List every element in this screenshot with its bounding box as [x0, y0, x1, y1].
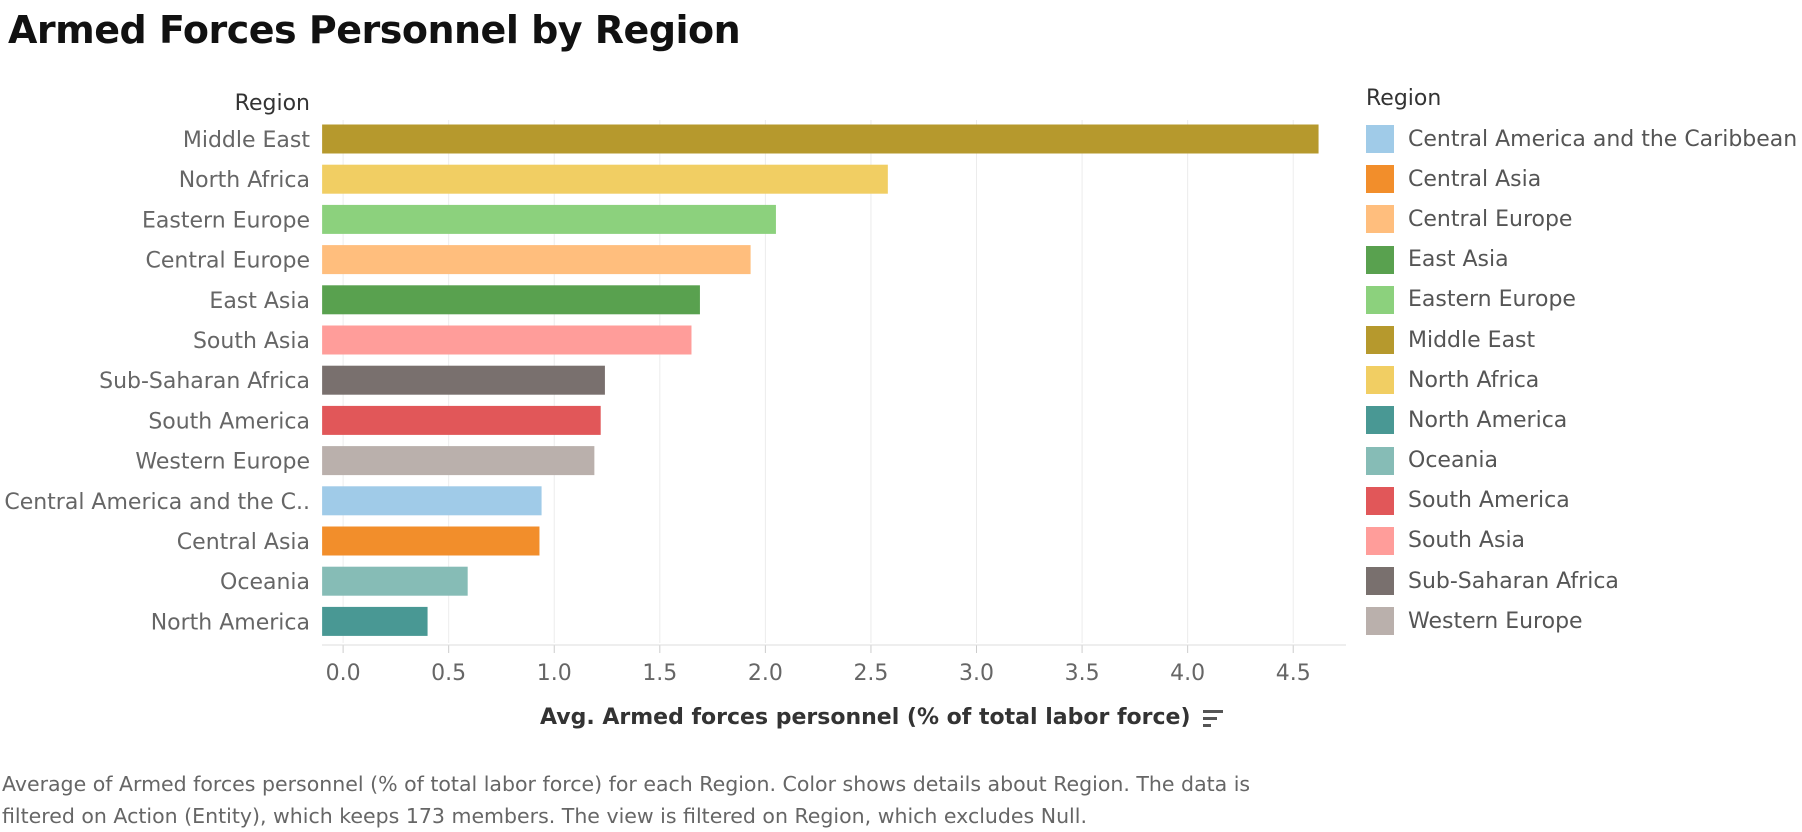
x-tick-label: 2.5 [853, 661, 888, 686]
legend-item[interactable]: Middle East [1366, 320, 1797, 360]
x-tick-label: 3.5 [1065, 661, 1100, 686]
legend-item[interactable]: Sub-Saharan Africa [1366, 561, 1797, 601]
bar [322, 164, 888, 194]
legend-label: Eastern Europe [1408, 287, 1576, 313]
bar [322, 365, 605, 395]
legend-item[interactable]: Central America and the Caribbean [1366, 119, 1797, 159]
category-label: Western Europe [135, 450, 310, 475]
legend-items: Central America and the Caribbean Central… [1366, 119, 1797, 641]
legend-swatch [1366, 406, 1394, 435]
legend-item[interactable]: Oceania [1366, 441, 1797, 481]
bar [322, 405, 601, 435]
x-tick-label: 1.0 [537, 661, 572, 686]
category-label: Central Asia [177, 530, 310, 555]
legend-item[interactable]: Western Europe [1366, 601, 1797, 641]
x-axis-title-text: Avg. Armed forces personnel (% of total … [540, 705, 1191, 730]
legend-item[interactable]: North America [1366, 400, 1797, 440]
x-tick-label: 4.0 [1170, 661, 1205, 686]
legend-label: Central Europe [1408, 206, 1573, 232]
legend-label: Oceania [1408, 448, 1498, 474]
bar [322, 325, 692, 355]
y-axis-header: Region [235, 91, 310, 116]
bar [322, 204, 776, 234]
legend-swatch [1366, 446, 1394, 475]
category-label: Eastern Europe [142, 208, 310, 233]
legend-swatch [1366, 205, 1394, 234]
legend-label: Central America and the Caribbean [1408, 126, 1798, 152]
legend-swatch [1366, 326, 1394, 355]
legend-item[interactable]: Central Asia [1366, 159, 1797, 199]
legend-swatch [1366, 486, 1394, 515]
legend-item[interactable]: South Asia [1366, 521, 1797, 561]
x-tick-label: 0.5 [431, 661, 466, 686]
legend-swatch [1366, 125, 1394, 154]
legend-swatch [1366, 526, 1394, 555]
category-label: Sub-Saharan Africa [99, 369, 310, 394]
legend-label: Western Europe [1408, 608, 1583, 634]
bar [322, 285, 700, 315]
legend-label: East Asia [1408, 247, 1509, 273]
category-label: South America [148, 409, 310, 434]
category-label: South Asia [193, 329, 310, 354]
legend-item[interactable]: South America [1366, 481, 1797, 521]
legend-swatch [1366, 245, 1394, 274]
legend-swatch [1366, 567, 1394, 596]
category-label: Central Europe [146, 249, 310, 274]
x-axis-title: Avg. Armed forces personnel (% of total … [540, 705, 1225, 730]
bar [322, 446, 595, 476]
legend-label: South Asia [1408, 528, 1526, 554]
sort-descending-icon[interactable] [1202, 708, 1225, 728]
legend-label: Central Asia [1408, 166, 1542, 192]
legend-label: North America [1408, 407, 1568, 433]
legend-label: Sub-Saharan Africa [1408, 568, 1619, 594]
legend-swatch [1366, 607, 1394, 636]
bar [322, 245, 751, 275]
x-tick-label: 3.0 [959, 661, 994, 686]
bar [322, 486, 542, 516]
legend-item[interactable]: Central Europe [1366, 199, 1797, 239]
bar [322, 606, 428, 636]
legend-swatch [1366, 165, 1394, 194]
legend-label: Middle East [1408, 327, 1536, 353]
legend-label: North Africa [1408, 367, 1540, 393]
page-title: Armed Forces Personnel by Region [8, 8, 741, 52]
legend-title: Region [1366, 86, 1442, 111]
category-label: East Asia [209, 289, 310, 314]
bar [322, 124, 1319, 154]
category-label: Oceania [220, 570, 310, 595]
bar [322, 526, 540, 556]
legend: Region Central America and the Caribbean… [1366, 86, 1797, 641]
legend-swatch [1366, 366, 1394, 395]
category-label: North Africa [179, 168, 310, 193]
legend-item[interactable]: East Asia [1366, 240, 1797, 280]
x-tick-label: 1.5 [642, 661, 677, 686]
category-label: Middle East [183, 128, 311, 153]
x-tick-label: 2.0 [748, 661, 783, 686]
legend-label: South America [1408, 488, 1570, 514]
bar-chart: 0.0 0.5 1.0 1.5 2.0 2.5 3.0 3.5 4.0 4.5 Region Midd… [4, 91, 1346, 686]
bar [322, 566, 468, 596]
legend-swatch [1366, 285, 1394, 314]
x-tick-label: 0.0 [326, 661, 361, 686]
legend-item[interactable]: Eastern Europe [1366, 280, 1797, 320]
category-label: North America [151, 610, 310, 635]
legend-item[interactable]: North Africa [1366, 360, 1797, 400]
chart-caption: Average of Armed forces personnel (% of … [2, 772, 1251, 828]
category-label: Central America and the C.. [4, 490, 310, 515]
x-tick-label: 4.5 [1276, 661, 1311, 686]
